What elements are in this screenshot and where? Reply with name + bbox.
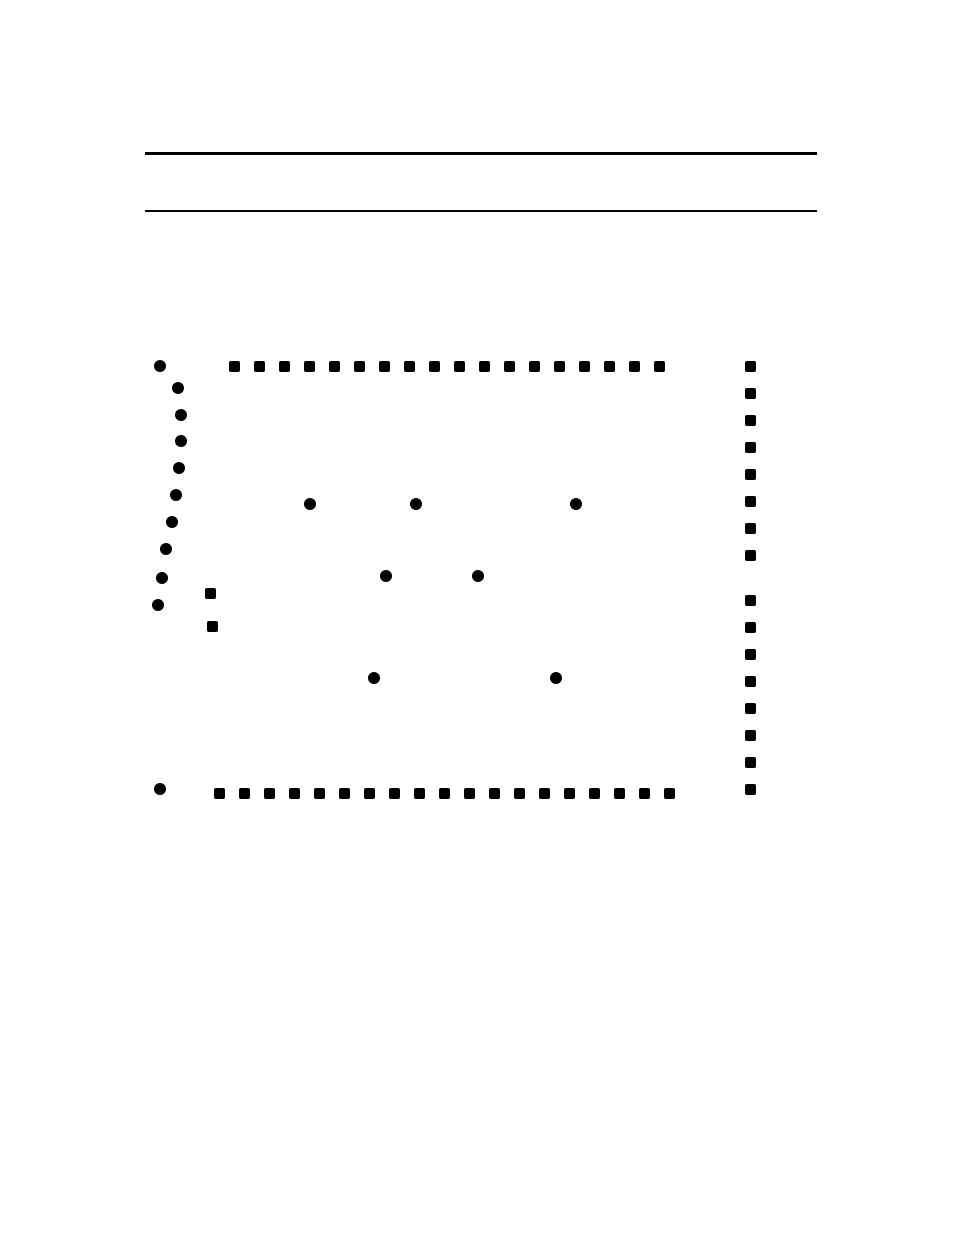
left-arc-dot: [172, 382, 184, 394]
bottom-row-dot: [564, 788, 575, 799]
right-column-top-dot: [745, 469, 756, 480]
right-column-top-dot: [745, 523, 756, 534]
top-row-dot: [354, 361, 365, 372]
center-points-dot: [410, 498, 422, 510]
bottom-row-dot: [464, 788, 475, 799]
top-row-dot: [379, 361, 390, 372]
left-arc-bottom-dot: [154, 783, 166, 795]
left-arc-dot: [175, 435, 187, 447]
top-row-dot: [604, 361, 615, 372]
right-column-top-dot: [745, 442, 756, 453]
top-row-dot: [479, 361, 490, 372]
bottom-row-dot: [414, 788, 425, 799]
center-points-dot: [304, 498, 316, 510]
right-column-bottom-dot: [745, 784, 756, 795]
top-row-dot: [554, 361, 565, 372]
center-points-dot: [368, 672, 380, 684]
bottom-row-dot: [239, 788, 250, 799]
bottom-row-dot: [589, 788, 600, 799]
top-row-dot: [329, 361, 340, 372]
top-row-dot: [579, 361, 590, 372]
center-points-dot: [472, 570, 484, 582]
bottom-row-dot: [664, 788, 675, 799]
bottom-row-dot: [614, 788, 625, 799]
top-row-dot: [254, 361, 265, 372]
bottom-row-dot: [489, 788, 500, 799]
inner-short-column-dot: [205, 588, 216, 599]
bottom-row-dot: [339, 788, 350, 799]
left-arc-dot: [154, 360, 166, 372]
right-column-bottom-dot: [745, 730, 756, 741]
bottom-row-dot: [289, 788, 300, 799]
right-column-top-dot: [745, 496, 756, 507]
bottom-row-dot: [639, 788, 650, 799]
center-points-dot: [550, 672, 562, 684]
right-column-top-dot: [745, 361, 756, 372]
left-arc-dot: [156, 572, 168, 584]
right-column-bottom-dot: [745, 595, 756, 606]
left-arc-dot: [175, 409, 187, 421]
right-column-bottom-dot: [745, 757, 756, 768]
left-arc-dot: [173, 462, 185, 474]
top-row-dot: [454, 361, 465, 372]
horizontal-rule: [145, 210, 817, 212]
right-column-top-dot: [745, 550, 756, 561]
inner-short-column-dot: [207, 621, 218, 632]
right-column-bottom-dot: [745, 703, 756, 714]
center-points-dot: [570, 498, 582, 510]
bottom-row-dot: [439, 788, 450, 799]
right-column-top-dot: [745, 415, 756, 426]
left-arc-dot: [160, 543, 172, 555]
center-points-dot: [380, 570, 392, 582]
right-column-bottom-dot: [745, 622, 756, 633]
top-row-dot: [229, 361, 240, 372]
right-column-bottom-dot: [745, 676, 756, 687]
top-row-dot: [654, 361, 665, 372]
left-arc-dot: [152, 599, 164, 611]
top-row-dot: [529, 361, 540, 372]
top-row-dot: [429, 361, 440, 372]
left-arc-dot: [170, 489, 182, 501]
bottom-row-dot: [214, 788, 225, 799]
top-row-dot: [279, 361, 290, 372]
bottom-row-dot: [314, 788, 325, 799]
top-row-dot: [304, 361, 315, 372]
bottom-row-dot: [264, 788, 275, 799]
right-column-bottom-dot: [745, 649, 756, 660]
bottom-row-dot: [389, 788, 400, 799]
horizontal-rule: [145, 152, 817, 155]
top-row-dot: [504, 361, 515, 372]
bottom-row-dot: [364, 788, 375, 799]
top-row-dot: [404, 361, 415, 372]
top-row-dot: [629, 361, 640, 372]
right-column-top-dot: [745, 388, 756, 399]
bottom-row-dot: [539, 788, 550, 799]
left-arc-dot: [166, 516, 178, 528]
bottom-row-dot: [514, 788, 525, 799]
